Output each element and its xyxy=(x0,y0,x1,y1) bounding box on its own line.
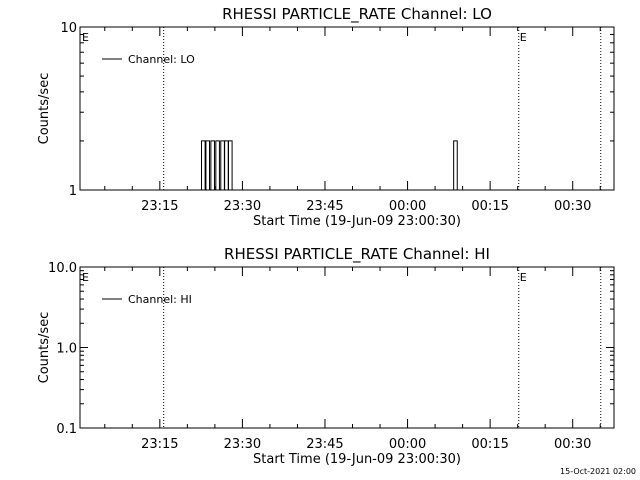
plot-frame xyxy=(79,26,615,191)
hi-channel-panel: RHESSI PARTICLE_RATE Channel: HI 0.1 1.0 10… xyxy=(37,245,615,467)
x-tick-label: 00:15 xyxy=(471,199,508,214)
data-spike xyxy=(453,140,458,190)
y-axis-label: Counts/sec xyxy=(37,73,52,145)
x-tick-label: 23:30 xyxy=(224,199,261,214)
y-tick-label: 10.0 xyxy=(48,261,77,276)
event-marker-label: E xyxy=(520,31,527,44)
y-tick-label: 1 xyxy=(69,184,77,199)
x-tick-label: 00:15 xyxy=(471,437,508,452)
x-tick-label: 00:30 xyxy=(554,199,591,214)
event-marker-label: E xyxy=(82,271,89,284)
data-spike xyxy=(215,140,220,190)
y-axis-label: Counts/sec xyxy=(37,312,52,384)
x-tick-label: 00:00 xyxy=(389,437,426,452)
chart-title: RHESSI PARTICLE_RATE Channel: HI xyxy=(224,245,490,264)
footer-timestamp: 15-Oct-2021 02:00 xyxy=(560,467,636,476)
x-tick-label: 23:45 xyxy=(306,199,343,214)
x-axis-label: Start Time (19-Jun-09 23:00:30) xyxy=(253,214,461,229)
data-spike xyxy=(205,140,211,190)
legend-label: Channel: LO xyxy=(128,53,195,66)
y-tick-label: 10 xyxy=(60,21,77,36)
plot-frame xyxy=(79,266,615,429)
x-tick-label: 00:30 xyxy=(554,437,591,452)
data-spike xyxy=(227,140,233,190)
data-spike xyxy=(224,140,229,190)
lo-channel-panel: RHESSI PARTICLE_RATE Channel: LO 1 10 Count… xyxy=(37,5,615,229)
legend-label: Channel: HI xyxy=(128,293,192,306)
x-tick-label: 23:15 xyxy=(141,199,178,214)
x-tick-label: 00:00 xyxy=(389,199,426,214)
data-spike xyxy=(210,140,215,190)
x-axis-label: Start Time (19-Jun-09 23:00:30) xyxy=(253,452,461,467)
x-tick-label: 23:45 xyxy=(306,437,343,452)
event-marker-label: E xyxy=(520,271,527,284)
event-marker-label: E xyxy=(82,31,89,44)
y-tick-label: 0.1 xyxy=(56,422,77,437)
x-tick-label: 23:15 xyxy=(141,437,178,452)
data-spike xyxy=(220,140,225,190)
y-tick-label: 1.0 xyxy=(56,342,77,357)
x-tick-label: 23:30 xyxy=(224,437,261,452)
chart-title: RHESSI PARTICLE_RATE Channel: LO xyxy=(222,5,492,24)
data-spike xyxy=(201,140,206,190)
